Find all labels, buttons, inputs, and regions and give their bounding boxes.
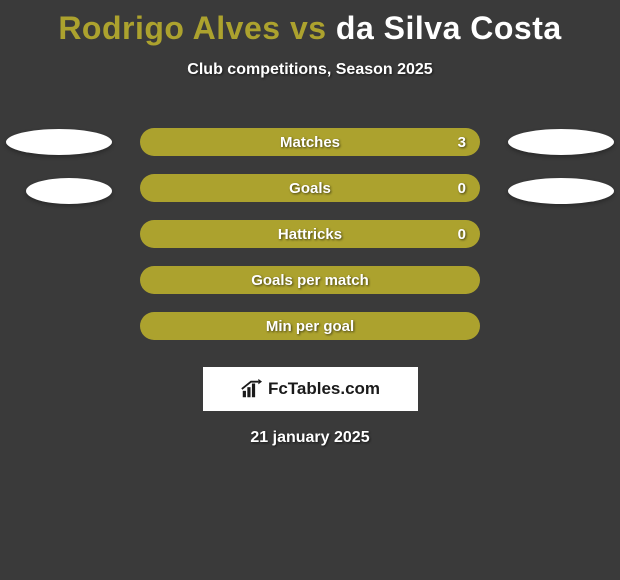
stat-label: Hattricks bbox=[278, 226, 342, 243]
stat-value-right: 0 bbox=[458, 180, 466, 197]
chart-icon bbox=[240, 378, 262, 400]
stat-value-right: 0 bbox=[458, 226, 466, 243]
left-ellipse bbox=[6, 129, 112, 155]
stat-row: Matches 3 bbox=[0, 119, 620, 165]
stat-label: Min per goal bbox=[266, 318, 354, 335]
page-title: Rodrigo Alves vs da Silva Costa bbox=[0, 0, 620, 47]
stat-row: Hattricks 0 bbox=[0, 211, 620, 257]
stat-row: Goals 0 bbox=[0, 165, 620, 211]
stat-row: Min per goal bbox=[0, 303, 620, 349]
right-ellipse bbox=[508, 178, 614, 204]
date: 21 january 2025 bbox=[0, 429, 620, 447]
stat-bar: Hattricks 0 bbox=[140, 220, 480, 248]
stat-value-right: 3 bbox=[458, 134, 466, 151]
stat-bar: Goals per match bbox=[140, 266, 480, 294]
stat-label: Goals per match bbox=[251, 272, 369, 289]
stat-label: Goals bbox=[289, 180, 331, 197]
stat-bar: Min per goal bbox=[140, 312, 480, 340]
stats-container: Matches 3 Goals 0 Hattricks 0 Goals per match M… bbox=[0, 119, 620, 349]
stat-row: Goals per match bbox=[0, 257, 620, 303]
stat-bar: Matches 3 bbox=[140, 128, 480, 156]
vs-text: vs bbox=[281, 10, 336, 46]
logo-text: FcTables.com bbox=[268, 379, 380, 399]
player2-name: da Silva Costa bbox=[336, 10, 562, 46]
left-ellipse bbox=[26, 178, 112, 204]
player1-name: Rodrigo Alves bbox=[58, 10, 280, 46]
logo-box: FcTables.com bbox=[203, 367, 418, 411]
subtitle: Club competitions, Season 2025 bbox=[0, 61, 620, 79]
stat-label: Matches bbox=[280, 134, 340, 151]
right-ellipse bbox=[508, 129, 614, 155]
stat-bar: Goals 0 bbox=[140, 174, 480, 202]
